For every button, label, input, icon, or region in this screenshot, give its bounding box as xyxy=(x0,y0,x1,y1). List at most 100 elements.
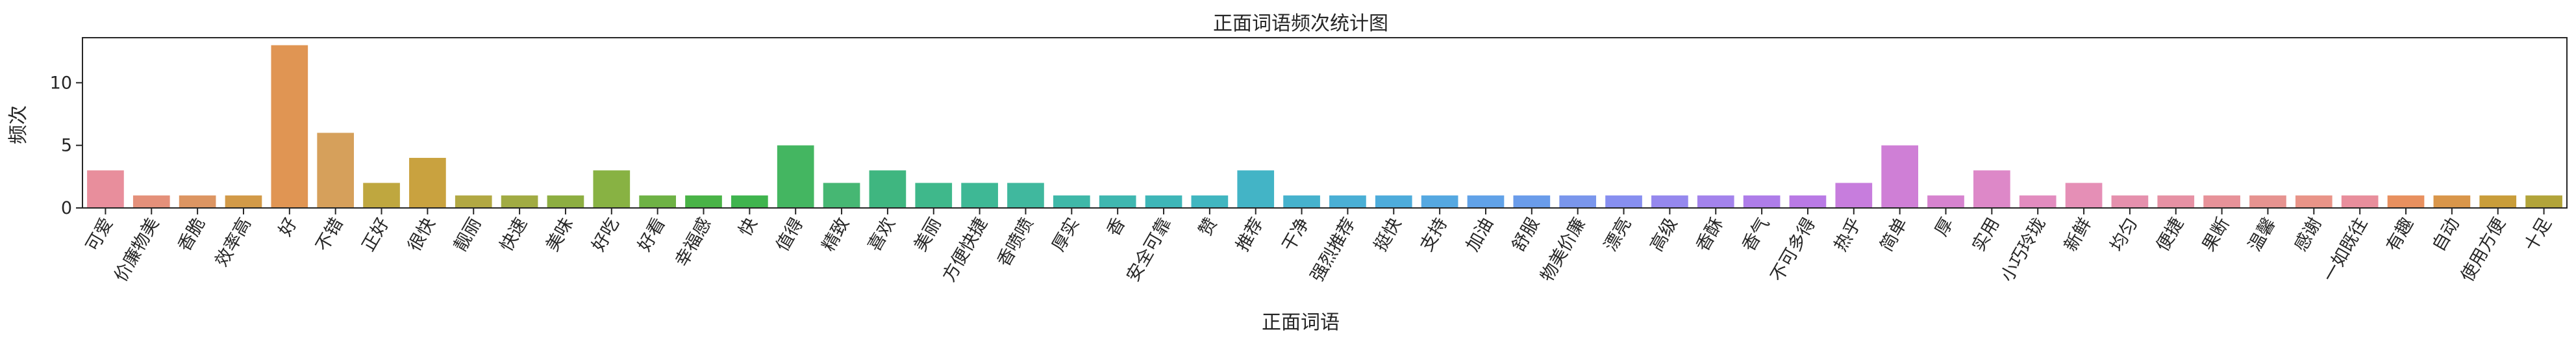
x-tick-label: 精致 xyxy=(818,214,853,255)
x-tick-label: 小巧玲珑 xyxy=(1997,214,2049,285)
x-tick-label: 支持 xyxy=(1416,214,1451,255)
x-tick-label: 果断 xyxy=(2199,214,2234,255)
bar-5 xyxy=(271,45,308,208)
bar-13 xyxy=(639,196,676,208)
bar-37 xyxy=(1744,196,1781,208)
bar-10 xyxy=(501,196,538,208)
bar-41 xyxy=(1927,196,1964,208)
x-tick-label: 好看 xyxy=(634,214,669,255)
x-tick-label: 厚 xyxy=(1931,214,1957,240)
x-tick-label: 美丽 xyxy=(910,214,945,255)
x-tick-label: 强烈推荐 xyxy=(1307,214,1360,285)
x-tick-label: 使用方便 xyxy=(2457,214,2510,285)
bar-8 xyxy=(409,158,446,208)
x-tick-label: 干净 xyxy=(1279,214,1314,255)
bar-22 xyxy=(1053,196,1090,208)
bar-15 xyxy=(731,196,768,208)
x-tick-label: 一如既往 xyxy=(2319,214,2371,285)
bar-51 xyxy=(2388,196,2425,208)
bar-43 xyxy=(2020,196,2057,208)
bar-14 xyxy=(685,196,722,208)
x-tick-label: 感谢 xyxy=(2291,214,2326,255)
bar-50 xyxy=(2342,196,2379,208)
bar-39 xyxy=(1835,183,1872,208)
x-tick-label: 香 xyxy=(1103,214,1129,240)
x-tick-label: 价廉物美 xyxy=(110,214,163,285)
bar-3 xyxy=(179,196,216,208)
bar-12 xyxy=(593,170,630,208)
bar-24 xyxy=(1145,196,1182,208)
x-tick-label: 加油 xyxy=(1462,214,1497,255)
x-tick-label: 值得 xyxy=(772,214,807,255)
bar-30 xyxy=(1421,196,1458,208)
x-tick-label: 温馨 xyxy=(2245,214,2280,255)
bar-18 xyxy=(869,170,907,208)
x-tick-label: 可爱 xyxy=(82,214,118,255)
bar-11 xyxy=(547,196,584,208)
bar-6 xyxy=(317,133,354,208)
bar-32 xyxy=(1513,196,1550,208)
plot-area: 0 5 10 可爱价廉物美 香脆 效率高好不错 正好 很快 靓丽 快速 美味 好吃 好看 幸福感快值得 精致… xyxy=(50,38,2567,285)
bar-40 xyxy=(1881,146,1918,208)
bar-31 xyxy=(1468,196,1505,208)
x-tick-label: 美味 xyxy=(542,214,577,255)
bar-46 xyxy=(2157,196,2194,208)
x-axis-label: 正面词语 xyxy=(1262,311,1340,334)
bar-17 xyxy=(823,183,860,208)
x-tick-label: 效率高 xyxy=(212,214,255,270)
x-tick-label: 简单 xyxy=(1877,214,1912,255)
bar-9 xyxy=(455,196,492,208)
x-tick-label: 赞 xyxy=(1195,214,1221,240)
x-tick-label: 香喷喷 xyxy=(994,214,1037,270)
bar-28 xyxy=(1329,196,1366,208)
bar-45 xyxy=(2112,196,2149,208)
bar-23 xyxy=(1099,196,1136,208)
x-tick-label: 香脆 xyxy=(174,214,209,255)
y-tick-label: 5 xyxy=(61,136,72,156)
bar-48 xyxy=(2249,196,2286,208)
plot-frame xyxy=(82,38,2567,208)
bar-21 xyxy=(1007,183,1044,208)
bar-7 xyxy=(363,183,400,208)
x-tick-label: 方便快捷 xyxy=(939,214,992,285)
chart-title: 正面词语频次统计图 xyxy=(1213,12,1388,35)
bar-52 xyxy=(2434,196,2471,208)
bar-1 xyxy=(87,170,124,208)
bar-33 xyxy=(1559,196,1596,208)
x-tick-label: 挺快 xyxy=(1370,214,1405,255)
bar-42 xyxy=(1973,170,2010,208)
x-tick-label: 喜欢 xyxy=(864,214,899,255)
bar-34 xyxy=(1605,196,1642,208)
bar-2 xyxy=(133,196,170,208)
bar-4 xyxy=(225,196,262,208)
x-tick-label: 很快 xyxy=(405,214,440,255)
x-tick-label: 好 xyxy=(275,214,301,240)
x-tick-label: 热乎 xyxy=(1831,214,1866,255)
x-tick-label: 正好 xyxy=(358,214,394,255)
x-tick-label: 安全可靠 xyxy=(1123,214,1175,285)
x-tick-label: 靓丽 xyxy=(450,214,485,255)
x-tick-label: 推荐 xyxy=(1232,214,1268,255)
bar-36 xyxy=(1697,196,1734,208)
x-tick-label: 自动 xyxy=(2429,214,2464,255)
x-tick-label: 实用 xyxy=(1969,214,2004,255)
y-tick-label: 0 xyxy=(61,198,72,218)
x-tick-label: 快速 xyxy=(496,214,531,255)
x-tick-label: 幸福感 xyxy=(671,214,715,270)
bar-25 xyxy=(1192,196,1229,208)
bar-49 xyxy=(2295,196,2332,208)
bar-16 xyxy=(777,146,814,208)
bar-53 xyxy=(2479,196,2516,208)
bar-20 xyxy=(961,183,998,208)
x-tick-label: 舒服 xyxy=(1508,214,1544,255)
y-tick-label: 10 xyxy=(50,73,72,93)
bar-44 xyxy=(2066,183,2103,208)
x-tick-label: 均匀 xyxy=(2107,214,2142,255)
bar-47 xyxy=(2203,196,2240,208)
x-tick-label: 高级 xyxy=(1647,214,1682,255)
bar-27 xyxy=(1283,196,1320,208)
y-axis-label: 频次 xyxy=(7,105,30,144)
x-tick-label: 物美价廉 xyxy=(1537,214,1590,285)
x-tick-label: 便捷 xyxy=(2153,214,2188,255)
